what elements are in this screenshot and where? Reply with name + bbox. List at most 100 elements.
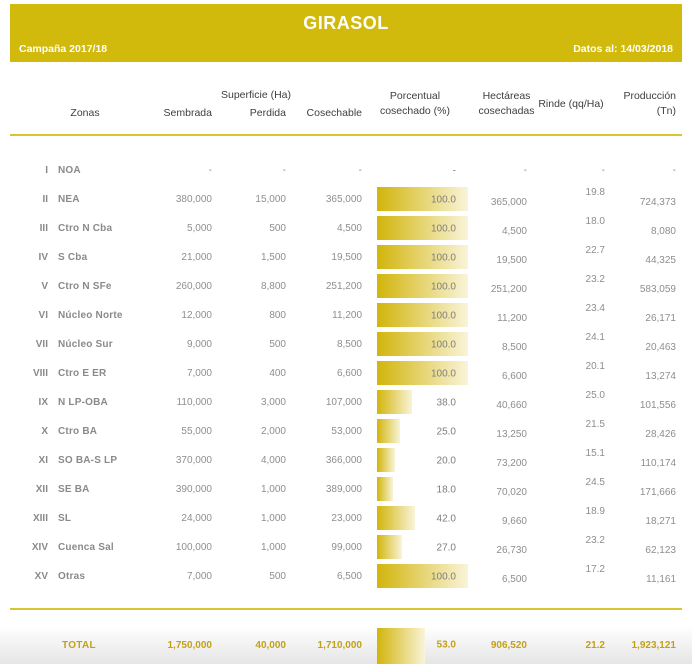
total-sembrada-value: 1,750,000: [167, 639, 213, 651]
pct-bar-cell: 18.0: [362, 475, 468, 504]
table-row: VII Núcleo Sur 9,000 500 8,500 100.0 8,5…: [20, 330, 676, 359]
zone-name: S Cba: [58, 252, 88, 263]
pct-bar-cell: 100.0: [362, 330, 468, 359]
pct-bar: [377, 535, 402, 559]
sembrada-value: 12,000: [181, 310, 212, 321]
pct-bar-cell: -: [362, 156, 468, 185]
pct-bar-cell: 100.0: [362, 185, 468, 214]
table-row: IX N LP-OBA 110,000 3,000 107,000 38.0 4…: [20, 388, 676, 417]
pct-bar-cell: 100.0: [362, 301, 468, 330]
total-hectareas-value: 906,520: [490, 639, 527, 651]
pct-bar: [377, 216, 468, 240]
total-pct-bar: [377, 628, 426, 664]
pct-bar: [377, 390, 412, 414]
sembrada-value: 7,000: [186, 368, 212, 379]
rinde-value: 24.1: [585, 332, 605, 343]
pct-bar: [377, 506, 416, 530]
hectareas-value: 365,000: [490, 197, 527, 208]
rinde-value: 25.0: [585, 390, 605, 401]
pct-value: 100.0: [430, 571, 456, 582]
produccion-value: 724,373: [639, 197, 676, 208]
rinde-value: 19.8: [585, 187, 605, 198]
pct-bar: [377, 303, 468, 327]
table-row: X Ctro BA 55,000 2,000 53,000 25.0 13,25…: [20, 417, 676, 446]
sembrada-value: 100,000: [175, 542, 212, 553]
perdida-value: 4,000: [260, 455, 286, 466]
col-header-zonas: Zonas: [70, 107, 100, 119]
hectareas-value: 9,660: [501, 516, 527, 527]
hectareas-value: 8,500: [501, 342, 527, 353]
produccion-value: 13,274: [645, 371, 676, 382]
produccion-value: 26,171: [645, 313, 676, 324]
hectareas-value: 251,200: [490, 284, 527, 295]
rinde-value: 20.1: [585, 361, 605, 372]
perdida-value: 1,000: [260, 542, 286, 553]
sembrada-value: 260,000: [175, 281, 212, 292]
zone-index: I: [45, 165, 48, 176]
zone-index: XI: [38, 455, 48, 466]
col-header-perdida: Perdida: [249, 107, 286, 119]
total-divider-line: [10, 608, 682, 610]
col-header-produccion: Producción (Tn): [623, 90, 676, 117]
rinde-value: 23.4: [585, 303, 605, 314]
perdida-value: -: [282, 165, 286, 176]
zone-name: Núcleo Sur: [58, 339, 113, 350]
table-row: VI Núcleo Norte 12,000 800 11,200 100.0 …: [20, 301, 676, 330]
col-header-porcentual: Porcentual cosechado (%): [379, 90, 451, 117]
hectareas-value: 4,500: [501, 226, 527, 237]
pct-bar: [377, 361, 468, 385]
sembrada-value: 390,000: [175, 484, 212, 495]
zone-index: XIII: [32, 513, 48, 524]
pct-bar: [377, 477, 394, 501]
table-row: XIV Cuenca Sal 100,000 1,000 99,000 27.0…: [20, 533, 676, 562]
zone-name: NOA: [58, 165, 81, 176]
pct-bar-cell: 100.0: [362, 214, 468, 243]
table-row: III Ctro N Cba 5,000 500 4,500 100.0 4,5…: [20, 214, 676, 243]
zone-index: XII: [35, 484, 48, 495]
sembrada-value: 24,000: [181, 513, 212, 524]
sembrada-value: 380,000: [175, 194, 212, 205]
sembrada-value: 21,000: [181, 252, 212, 263]
table-row: XV Otras 7,000 500 6,500 100.0 6,500 17.…: [20, 562, 676, 591]
zone-index: III: [39, 223, 48, 234]
zone-index: VI: [38, 310, 48, 321]
rinde-value: -: [601, 165, 605, 176]
rinde-value: 21.5: [585, 419, 605, 430]
rinde-value: 18.9: [585, 506, 605, 517]
col-header-sembrada: Sembrada: [163, 107, 212, 119]
col-header-superficie-group: Superficie (Ha): [220, 89, 292, 101]
pct-bar: [377, 332, 468, 356]
col-header-hectareas: Hectáreas cosechadas: [478, 90, 535, 117]
cosechable-value: 11,200: [332, 310, 362, 321]
hectareas-value: 19,500: [496, 255, 527, 266]
zone-index: IX: [38, 397, 48, 408]
hectareas-value: 13,250: [496, 429, 527, 440]
pct-bar-cell: 100.0: [362, 359, 468, 388]
pct-value: 20.0: [436, 455, 456, 466]
table-row: VIII Ctro E ER 7,000 400 6,600 100.0 6,6…: [20, 359, 676, 388]
hectareas-value: 6,600: [501, 371, 527, 382]
produccion-value: 110,174: [640, 458, 676, 469]
total-row: TOTAL 1,750,000 40,000 1,710,000 53.0 90…: [20, 610, 676, 664]
col-header-cosechable: Cosechable: [306, 107, 362, 119]
pct-value: 100.0: [430, 281, 456, 292]
table-row: XI SO BA-S LP 370,000 4,000 366,000 20.0…: [20, 446, 676, 475]
zone-name: Ctro N SFe: [58, 281, 112, 292]
perdida-value: 500: [269, 571, 286, 582]
cosechable-value: 4,500: [336, 223, 362, 234]
produccion-value: 28,426: [645, 429, 676, 440]
perdida-value: 500: [269, 339, 286, 350]
perdida-value: 400: [269, 368, 286, 379]
pct-bar-cell: 100.0: [362, 272, 468, 301]
produccion-value: 11,161: [646, 574, 676, 585]
pct-bar-cell: 20.0: [362, 446, 468, 475]
hectareas-value: 11,200: [497, 313, 527, 324]
sembrada-value: 9,000: [186, 339, 212, 350]
zone-name: Otras: [58, 571, 86, 582]
pct-bar-cell: 42.0: [362, 504, 468, 533]
zone-name: NEA: [58, 194, 80, 205]
perdida-value: 1,500: [260, 252, 286, 263]
produccion-value: 583,059: [639, 284, 676, 295]
perdida-value: 15,000: [255, 194, 286, 205]
zone-index: II: [42, 194, 48, 205]
